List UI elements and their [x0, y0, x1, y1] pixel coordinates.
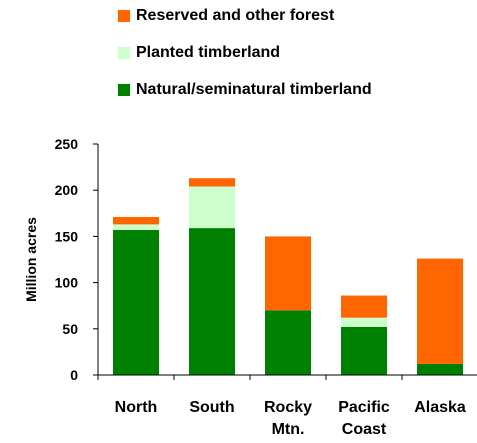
- bar-segment-south-s1: [189, 186, 235, 229]
- legend-item-natural: Natural/seminatural timberland: [118, 79, 372, 101]
- bar-segment-pacificcoast-s0: [341, 326, 387, 375]
- bar-segment-north-s1: [113, 224, 159, 230]
- legend-swatch-planted: [118, 47, 130, 59]
- legend-swatch-reserved: [118, 10, 130, 22]
- bar-segment-south-s0: [189, 228, 235, 375]
- bar-segment-pacificcoast-s2: [341, 295, 387, 318]
- x-tick-label-north: North: [115, 399, 158, 416]
- legend-item-planted: Planted timberland: [118, 42, 280, 64]
- y-tick-label-100: 100: [55, 275, 79, 291]
- bar-segment-pacificcoast-s1: [341, 317, 387, 327]
- y-tick-label-50: 50: [62, 321, 78, 337]
- legend-label-planted: Planted timberland: [136, 44, 281, 61]
- legend-swatch-natural: [118, 84, 130, 96]
- legend-item-reserved: Reserved and other forest: [118, 5, 334, 27]
- x-tick-label-alaska: Alaska: [414, 399, 466, 416]
- y-tick-label-200: 200: [55, 182, 79, 198]
- y-tick-label-150: 150: [55, 228, 79, 244]
- legend-label-reserved: Reserved and other forest: [136, 7, 335, 24]
- y-tick-label-250: 250: [55, 136, 79, 152]
- bar-segment-rockymtn-s2: [265, 236, 311, 311]
- legend-label-natural: Natural/seminatural timberland: [136, 81, 372, 98]
- x-tick-label-pacific: Pacific: [338, 399, 390, 416]
- x-tick-label-mtn: Mtn.: [272, 421, 305, 438]
- bar-segment-rockymtn-s0: [265, 310, 311, 375]
- x-tick-label-south: South: [189, 399, 234, 416]
- bar-segment-alaska-s0: [417, 363, 463, 375]
- bar-segment-north-s0: [113, 229, 159, 375]
- x-tick-label-coast: Coast: [342, 421, 387, 438]
- x-tick-label-rocky: Rocky: [264, 399, 312, 416]
- bar-segment-alaska-s2: [417, 258, 463, 364]
- bar-segment-north-s2: [113, 216, 159, 225]
- y-axis-title: Million acres: [23, 217, 39, 302]
- bar-segment-south-s2: [189, 178, 235, 187]
- y-tick-label-0: 0: [70, 367, 78, 383]
